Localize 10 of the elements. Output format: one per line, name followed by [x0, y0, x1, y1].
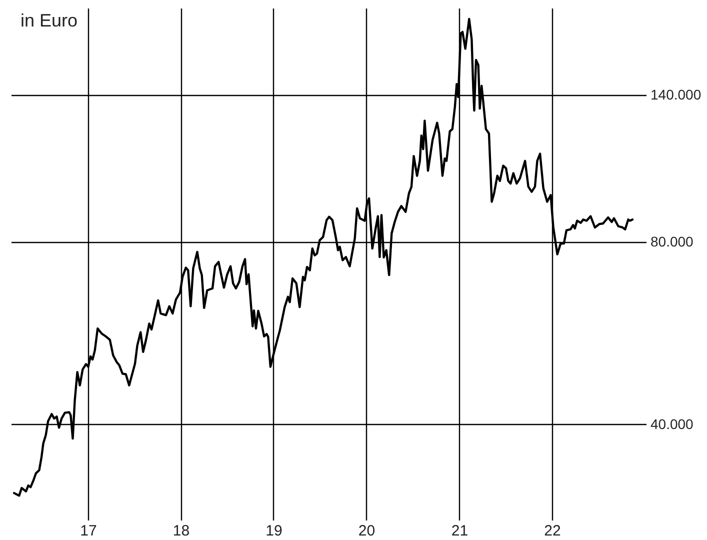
y-tick-label: 80.000 [650, 234, 694, 250]
x-tick-label: 18 [172, 522, 190, 540]
y-axis-title: in Euro [20, 10, 78, 30]
y-tick-label: 140.000 [650, 86, 702, 103]
x-tick-label: 20 [358, 522, 376, 540]
x-tick-label: 17 [80, 522, 97, 540]
x-tick-label: 21 [451, 522, 468, 540]
x-tick-label: 22 [544, 522, 561, 540]
y-tick-label: 40.000 [650, 416, 694, 432]
x-tick-label: 19 [266, 522, 282, 540]
